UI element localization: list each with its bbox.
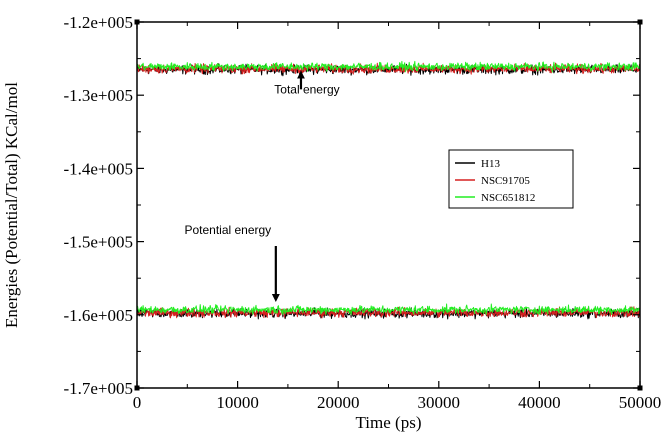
legend-box	[448, 149, 574, 209]
y-tick-label: -1.5e+005	[63, 233, 133, 252]
plot-data-layer	[136, 60, 641, 320]
x-axis-label: Time (ps)	[356, 413, 422, 432]
legend-label: NSC91705	[481, 175, 530, 187]
x-tick-label: 50000	[619, 393, 662, 412]
annotation-label: Total energy	[274, 82, 339, 96]
legend-label: NSC651812	[481, 192, 535, 204]
y-tick-label: -1.6e+005	[63, 306, 133, 325]
x-tick-label: 30000	[418, 393, 461, 412]
series-line-nsc651812-potential-energy	[136, 303, 641, 316]
series-line-nsc651812-total-energy	[136, 60, 641, 73]
x-tick-label: 40000	[518, 393, 561, 412]
y-tick-label: -1.3e+005	[63, 86, 133, 105]
x-tick-label: 0	[133, 393, 142, 412]
x-tick-label: 20000	[317, 393, 360, 412]
plot-annotations-layer: Total energy Potential energy	[184, 70, 340, 302]
y-axis-label: Energies (Potential/Total) KCal/mol	[2, 82, 21, 328]
annotation-label: Potential energy	[184, 223, 271, 237]
legend: H13 NSC91705 NSC651812	[448, 149, 574, 209]
y-tick-label: -1.2e+005	[63, 13, 133, 32]
legend-label: H13	[481, 158, 500, 170]
y-tick-label: -1.4e+005	[63, 159, 133, 178]
y-tick-label: -1.7e+005	[63, 379, 133, 398]
plot-axes-layer: -1.7e+005 -1.6e+005 -1.5e+005 -1.4e+005 -1.3…	[2, 13, 661, 432]
series-line-nsc91705-total-energy	[136, 62, 641, 75]
x-tick-label: 10000	[216, 393, 259, 412]
